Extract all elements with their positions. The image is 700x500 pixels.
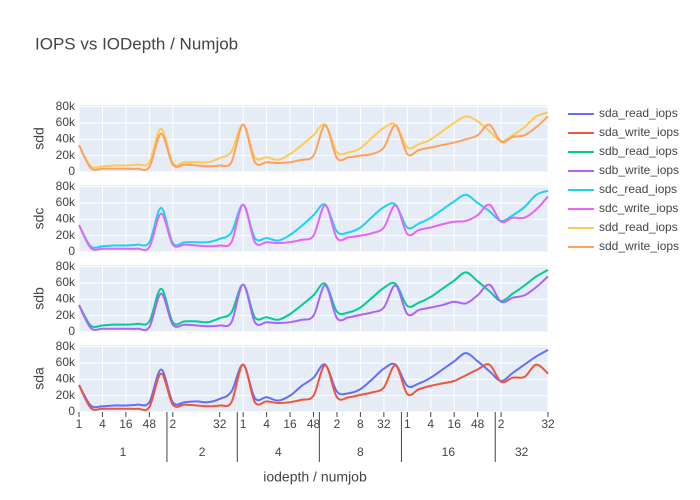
legend-label: sdc_read_iops: [599, 182, 677, 196]
y-axis-title: sdc: [31, 208, 47, 230]
series-line: [78, 189, 549, 249]
legend-label: sdb_read_iops: [599, 144, 678, 158]
x-tick-label: 16: [448, 417, 462, 431]
y-tick-label: 80k: [56, 179, 76, 193]
y-axis-title: sda: [31, 367, 47, 390]
y-tick-label: 20k: [56, 228, 76, 242]
y-tick-label: 20k: [56, 148, 76, 162]
group-label: 4: [275, 445, 282, 459]
group-label: 32: [515, 445, 529, 459]
series-line: [78, 111, 549, 169]
legend-label: sdd_read_iops: [599, 220, 678, 234]
y-tick-label: 40k: [56, 131, 76, 145]
group-label: 2: [199, 445, 206, 459]
x-tick-label: 32: [213, 417, 227, 431]
legend-label: sdc_write_iops: [599, 201, 678, 215]
y-tick-label: 0: [68, 244, 75, 258]
x-tick-label: 8: [357, 417, 364, 431]
y-tick-label: 60k: [56, 115, 76, 129]
y-tick-label: 0: [68, 324, 75, 338]
group-label: 1: [120, 445, 127, 459]
y-tick-label: 60k: [56, 275, 76, 289]
x-tick-label: 48: [143, 417, 157, 431]
y-tick-label: 20k: [56, 308, 76, 322]
y-tick-label: 0: [68, 164, 75, 178]
series-line: [78, 349, 549, 409]
x-tick-label: 2: [334, 417, 341, 431]
legend-label: sda_read_iops: [599, 106, 678, 120]
y-tick-label: 0: [68, 404, 75, 418]
y-tick-label: 40k: [56, 211, 76, 225]
legend-label: sda_write_iops: [599, 125, 679, 139]
x-tick-label: 48: [471, 417, 485, 431]
y-tick-label: 20k: [56, 388, 76, 402]
x-tick-label: 32: [377, 417, 391, 431]
y-tick-label: 80k: [56, 339, 76, 353]
series-line: [78, 195, 549, 252]
x-tick-label: 1: [76, 417, 83, 431]
series-line: [78, 115, 549, 172]
y-tick-label: 40k: [56, 371, 76, 385]
y-tick-label: 80k: [56, 259, 76, 273]
series-line: [78, 363, 549, 412]
y-tick-label: 60k: [56, 355, 76, 369]
legend-label: sdd_write_iops: [599, 239, 679, 253]
x-tick-label: 16: [283, 417, 297, 431]
series-line: [78, 269, 549, 328]
x-tick-label: 16: [119, 417, 133, 431]
x-axis-title: iodepth / numjob: [263, 469, 367, 485]
x-tick-label: 4: [263, 417, 270, 431]
x-tick-label: 1: [240, 417, 247, 431]
group-label: 8: [357, 445, 364, 459]
series-line: [78, 275, 549, 332]
x-tick-label: 1: [404, 417, 411, 431]
chart-title: IOPS vs IODepth / Numjob: [35, 34, 238, 53]
legend-label: sdb_write_iops: [599, 163, 679, 177]
y-axis-title: sdd: [31, 127, 47, 150]
y-tick-label: 60k: [56, 195, 76, 209]
y-tick-label: 80k: [56, 99, 76, 113]
y-tick-label: 40k: [56, 291, 76, 305]
y-axis-title: sdb: [31, 287, 47, 310]
x-tick-label: 4: [427, 417, 434, 431]
group-label: 16: [442, 445, 456, 459]
x-tick-label: 32: [541, 417, 555, 431]
x-tick-label: 2: [169, 417, 176, 431]
x-tick-label: 48: [307, 417, 321, 431]
x-tick-label: 4: [99, 417, 106, 431]
x-tick-label: 2: [498, 417, 505, 431]
